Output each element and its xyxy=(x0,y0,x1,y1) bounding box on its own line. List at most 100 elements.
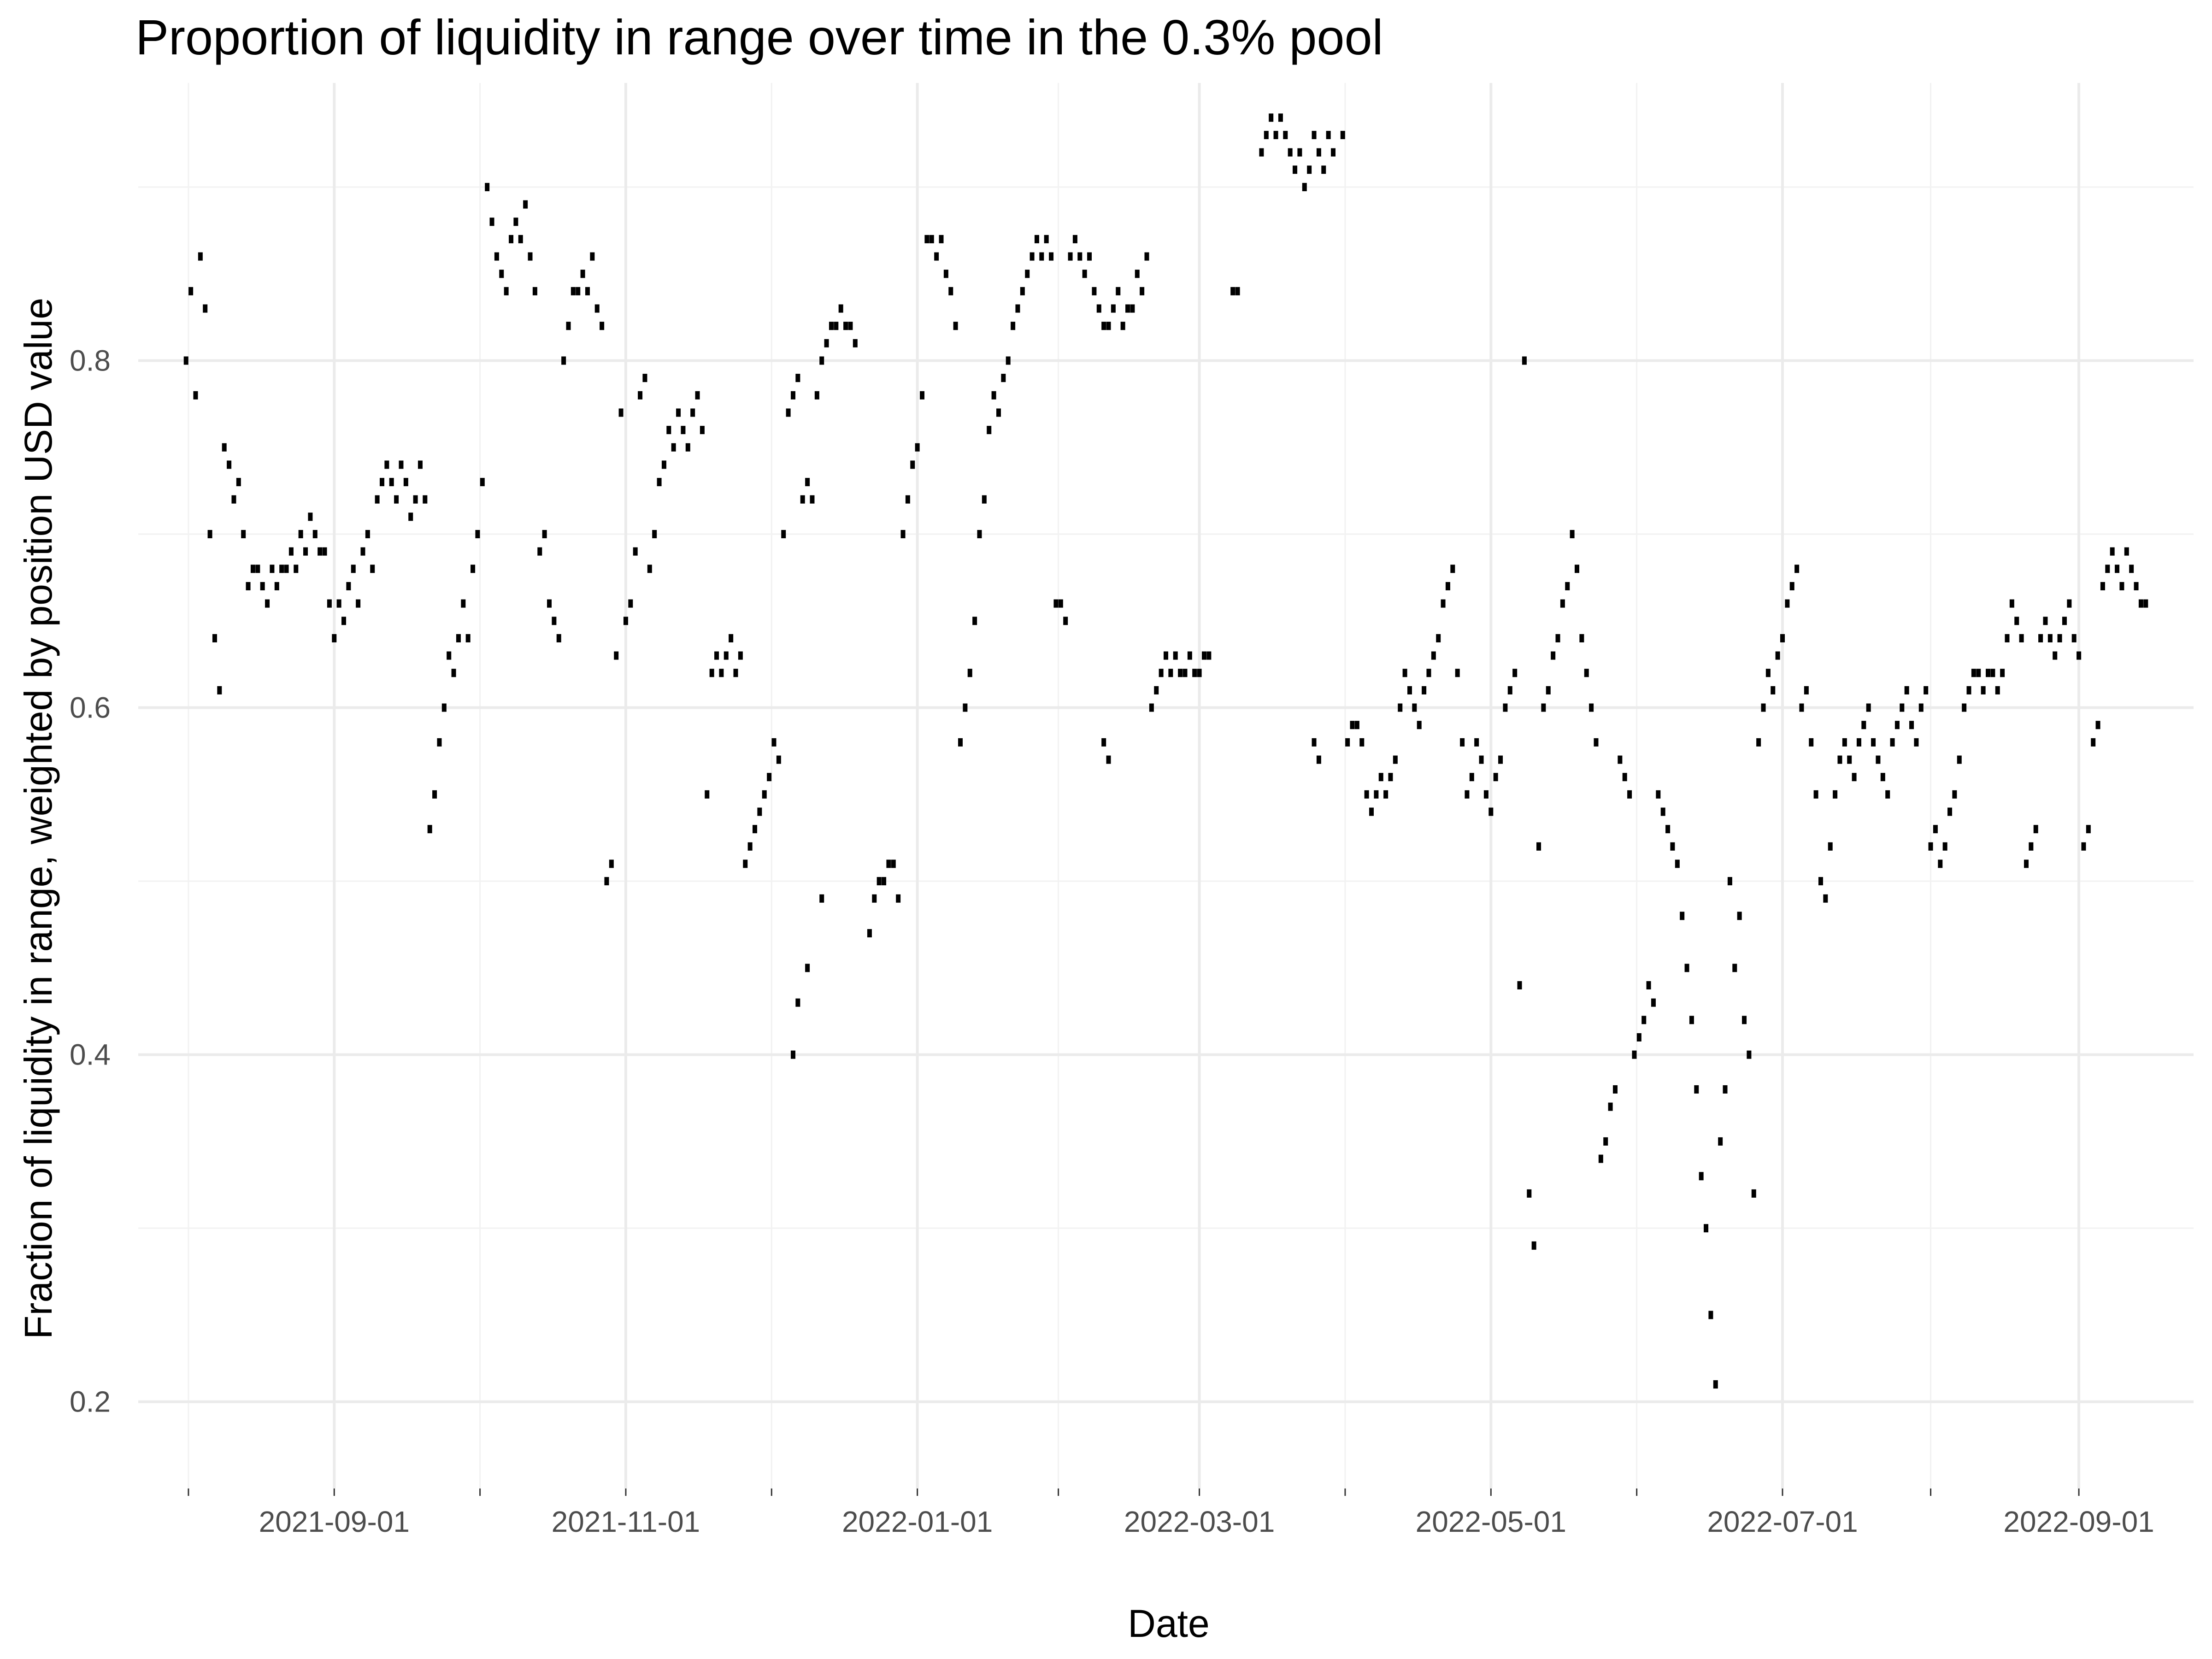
data-point xyxy=(1833,790,1838,799)
data-point xyxy=(2134,582,2139,590)
data-point xyxy=(1971,669,1976,677)
data-point xyxy=(1856,738,1861,747)
data-point xyxy=(719,669,724,677)
data-point xyxy=(1560,599,1565,608)
data-point xyxy=(1307,165,1312,174)
data-point xyxy=(1594,738,1599,747)
data-point xyxy=(547,599,552,608)
data-point xyxy=(786,408,791,417)
data-point xyxy=(819,894,824,903)
x-tick-label: 2022-07-01 xyxy=(1707,1505,1858,1538)
data-point xyxy=(829,322,834,330)
data-point xyxy=(2081,842,2086,851)
data-point xyxy=(2043,617,2048,625)
data-point xyxy=(2095,721,2100,729)
data-point xyxy=(1536,842,1541,851)
data-point xyxy=(1025,270,1030,278)
data-point xyxy=(1684,964,1689,972)
data-point xyxy=(709,669,714,677)
data-point xyxy=(1340,130,1345,139)
data-point xyxy=(365,530,370,539)
data-point xyxy=(1924,686,1929,694)
data-point xyxy=(1269,113,1274,122)
data-point xyxy=(1598,1154,1603,1163)
data-point xyxy=(1283,130,1288,139)
data-point xyxy=(1149,703,1154,712)
data-point xyxy=(1575,565,1579,573)
data-point xyxy=(2143,599,2148,608)
data-point xyxy=(700,426,705,435)
data-point xyxy=(1020,287,1025,295)
data-point xyxy=(1866,703,1871,712)
data-point xyxy=(1474,738,1479,747)
data-point xyxy=(1049,252,1054,261)
data-point xyxy=(1006,356,1011,365)
data-point xyxy=(886,859,891,868)
data-point xyxy=(929,235,934,243)
data-point xyxy=(1364,790,1369,799)
data-point xyxy=(924,235,930,243)
data-point xyxy=(2115,565,2120,573)
data-point xyxy=(642,374,647,382)
data-point xyxy=(671,443,676,452)
data-point xyxy=(747,842,753,851)
data-point xyxy=(896,894,901,903)
data-point xyxy=(394,495,399,504)
data-point xyxy=(814,391,819,400)
data-point xyxy=(934,252,939,261)
data-point xyxy=(1092,287,1097,295)
data-point xyxy=(1990,669,1995,677)
data-point xyxy=(1106,322,1111,330)
data-point xyxy=(838,304,843,313)
data-point xyxy=(920,391,925,400)
y-axis-ticks: 0.2 0.4 0.6 0.8 xyxy=(70,344,111,1418)
data-point xyxy=(1001,374,1006,382)
data-point xyxy=(1765,669,1771,677)
data-point xyxy=(188,287,194,295)
data-point xyxy=(762,790,767,799)
data-point xyxy=(1312,738,1317,747)
data-point xyxy=(203,304,208,313)
data-point xyxy=(872,894,877,903)
data-point xyxy=(485,182,490,191)
data-point xyxy=(2100,582,2105,590)
data-point xyxy=(1450,565,1455,573)
data-point xyxy=(2091,738,2096,747)
data-point xyxy=(824,339,829,347)
data-point xyxy=(757,807,762,816)
data-point xyxy=(1522,356,1527,365)
data-point xyxy=(1785,599,1790,608)
data-point xyxy=(705,790,710,799)
data-point xyxy=(528,252,533,261)
data-point xyxy=(1584,669,1589,677)
data-point xyxy=(270,565,275,573)
data-point xyxy=(1570,530,1575,539)
data-point xyxy=(241,530,246,539)
data-point xyxy=(1312,130,1317,139)
data-point xyxy=(379,478,384,487)
data-point xyxy=(2129,565,2134,573)
data-point xyxy=(1742,1016,1747,1024)
data-point xyxy=(471,565,476,573)
data-point xyxy=(1646,981,1651,990)
data-point xyxy=(1445,582,1450,590)
data-point xyxy=(795,374,800,382)
data-point xyxy=(1164,651,1168,660)
data-point xyxy=(1751,1189,1756,1198)
x-tick-label: 2021-09-01 xyxy=(259,1505,410,1538)
data-point xyxy=(776,755,781,764)
data-point xyxy=(1651,998,1656,1007)
data-point xyxy=(652,530,657,539)
data-point xyxy=(958,738,963,747)
data-point xyxy=(1641,1016,1647,1024)
data-point xyxy=(1713,1380,1718,1389)
data-point xyxy=(628,599,633,608)
data-point xyxy=(1589,703,1594,712)
data-point xyxy=(1187,651,1192,660)
data-point xyxy=(2138,599,2143,608)
data-point xyxy=(891,859,896,868)
data-point xyxy=(790,1050,795,1059)
data-point xyxy=(298,530,303,539)
data-point xyxy=(1708,1311,1713,1319)
data-point xyxy=(1531,1241,1536,1250)
